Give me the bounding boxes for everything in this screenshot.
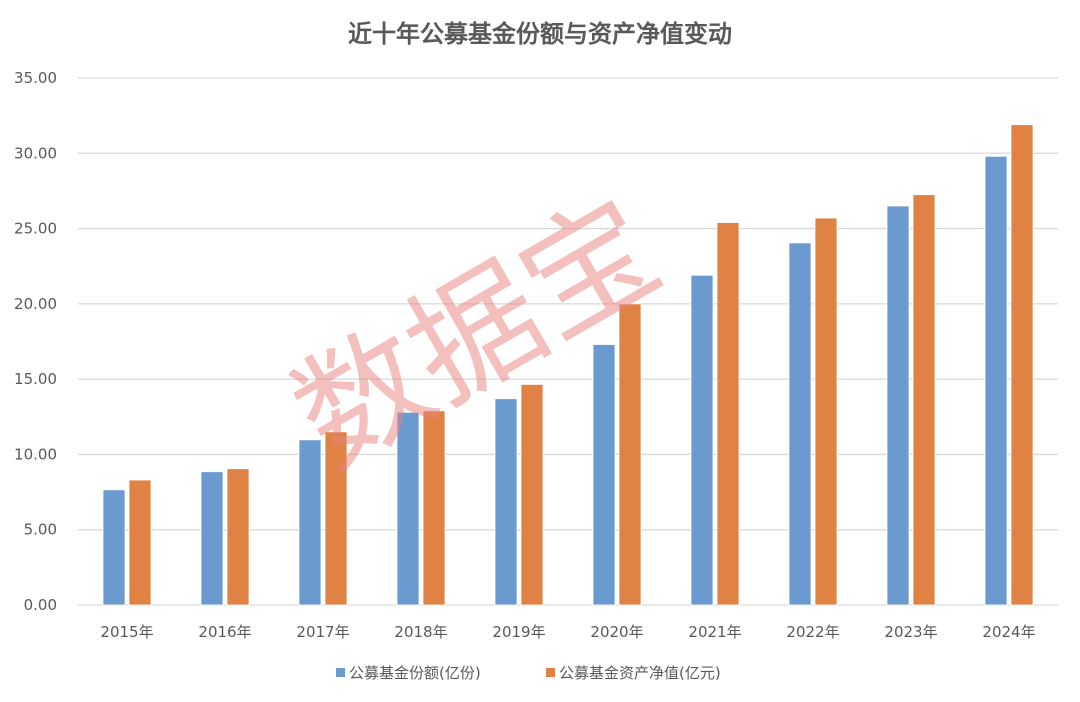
legend-label: 公募基金份额(亿份) [349, 664, 481, 682]
x-tick-label: 2019年 [492, 623, 545, 641]
bar-shares-2020年 [592, 344, 616, 606]
x-tick-label: 2017年 [296, 623, 349, 641]
bar-shares-2022年 [788, 242, 812, 606]
bar-net-assets-2015年 [128, 479, 152, 606]
y-tick-label: 35.00 [14, 69, 57, 87]
x-tick-label: 2022年 [786, 623, 839, 641]
y-tick-label: 0.00 [24, 596, 57, 614]
x-tick-label: 2024年 [982, 623, 1035, 641]
bar-shares-2016年 [200, 471, 224, 606]
y-tick-label: 30.00 [14, 144, 57, 162]
bar-net-assets-2020年 [618, 303, 642, 606]
y-tick-label: 25.00 [14, 220, 57, 238]
bar-net-assets-2018年 [422, 410, 446, 606]
x-tick-label: 2023年 [884, 623, 937, 641]
legend-label: 公募基金资产净值(亿元) [559, 664, 721, 682]
bar-shares-2021年 [690, 274, 714, 606]
y-tick-label: 5.00 [24, 521, 57, 539]
chart-title: 近十年公募基金份额与资产净值变动 [348, 20, 732, 48]
legend-swatch [546, 668, 555, 677]
bar-shares-2017年 [298, 439, 322, 606]
y-tick-label: 15.00 [14, 370, 57, 388]
legend: 公募基金份额(亿份) 公募基金资产净值(亿元) [336, 664, 721, 682]
bar-shares-2015年 [102, 489, 126, 606]
bar-net-assets-2022年 [814, 217, 838, 606]
bar-shares-2024年 [984, 155, 1008, 606]
bar-shares-2019年 [494, 398, 518, 606]
y-tick-label: 20.00 [14, 295, 57, 313]
bar-net-assets-2017年 [324, 431, 348, 606]
x-tick-label: 2016年 [198, 623, 251, 641]
bar-net-assets-2019年 [520, 384, 544, 606]
bar-shares-2023年 [886, 205, 910, 606]
legend-swatch [336, 668, 345, 677]
bar-shares-2018年 [396, 411, 420, 606]
bar-net-assets-2023年 [912, 194, 936, 606]
x-tick-label: 2015年 [100, 623, 153, 641]
x-tick-label: 2021年 [688, 623, 741, 641]
bar-net-assets-2016年 [226, 468, 250, 606]
bar-net-assets-2024年 [1010, 124, 1034, 606]
bar-net-assets-2021年 [716, 222, 740, 606]
y-tick-label: 10.00 [14, 445, 57, 463]
x-tick-label: 2020年 [590, 623, 643, 641]
x-tick-label: 2018年 [394, 623, 447, 641]
